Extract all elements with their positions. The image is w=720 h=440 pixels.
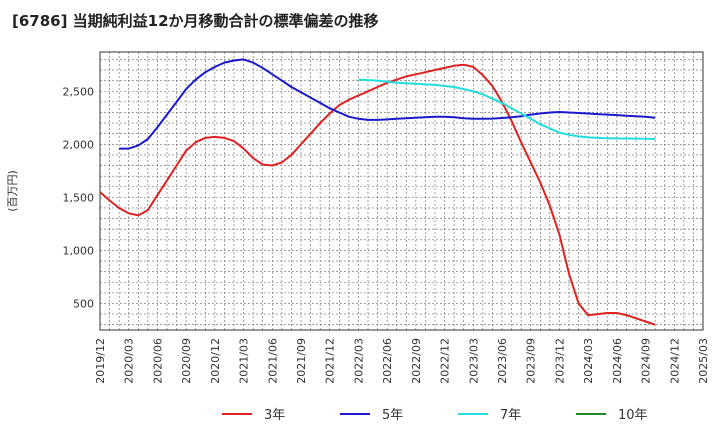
x-tick-label: 2021/09 xyxy=(295,338,308,384)
series-line-3年 xyxy=(99,63,656,326)
x-tick-label: 2022/06 xyxy=(381,338,394,384)
legend-label: 3年 xyxy=(264,408,285,423)
x-tick-label: 2023/12 xyxy=(553,338,566,384)
x-tick-label: 2022/03 xyxy=(352,338,365,384)
x-tick-label: 2020/06 xyxy=(151,338,164,384)
x-tick-label: 2022/12 xyxy=(439,338,452,384)
x-tick-label: 2025/03 xyxy=(697,338,710,384)
x-tick-label: 2021/12 xyxy=(324,338,337,384)
x-tick-label: 2024/06 xyxy=(611,338,624,384)
x-tick-label: 2023/06 xyxy=(496,338,509,384)
legend-label: 7年 xyxy=(500,408,521,423)
series-line-5年 xyxy=(119,58,656,150)
y-tick-label: 1,000 xyxy=(63,244,95,257)
x-tick-label: 2020/03 xyxy=(123,338,136,384)
x-tick-label: 2021/06 xyxy=(266,338,279,384)
x-tick-label: 2024/03 xyxy=(582,338,595,384)
x-tick-label: 2024/12 xyxy=(668,338,681,384)
legend-label: 5年 xyxy=(382,408,403,423)
y-tick-label: 2,000 xyxy=(63,138,95,151)
x-tick-label: 2020/09 xyxy=(180,338,193,384)
y-tick-label: 1,500 xyxy=(63,191,95,204)
y-axis-label: (百万円) xyxy=(6,170,19,212)
y-tick-label: 2,500 xyxy=(63,85,95,98)
x-tick-label: 2021/03 xyxy=(238,338,251,384)
x-tick-label: 2019/12 xyxy=(94,338,107,384)
y-tick-label: 500 xyxy=(73,297,94,310)
plot-frame xyxy=(99,51,704,331)
plot-area xyxy=(100,52,703,330)
x-tick-label: 2022/09 xyxy=(410,338,423,384)
x-tick-label: 2023/09 xyxy=(525,338,538,384)
x-tick-label: 2020/12 xyxy=(209,338,222,384)
x-tick-label: 2023/03 xyxy=(467,338,480,384)
series-line-7年 xyxy=(358,78,656,140)
legend-label: 10年 xyxy=(618,408,648,423)
x-tick-label: 2024/09 xyxy=(640,338,653,384)
chart-title: [6786] 当期純利益12か月移動合計の標準偏差の推移 xyxy=(12,12,379,30)
